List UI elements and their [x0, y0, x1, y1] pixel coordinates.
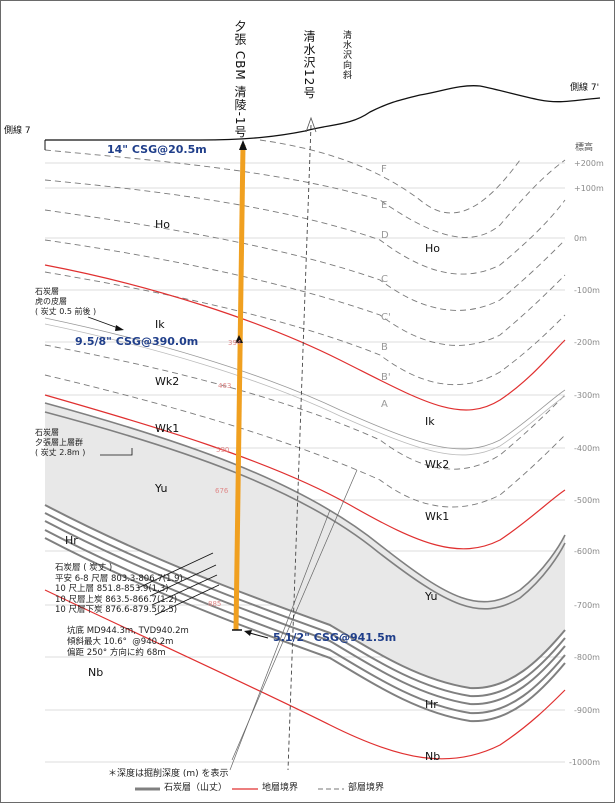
legend-member-label: 部層境界	[348, 783, 385, 793]
syncline-title: 清水沢向斜	[341, 30, 351, 80]
ground-surface	[45, 85, 601, 141]
formation-label-wk1-left: Wk1	[155, 422, 179, 435]
fault-lines	[229, 469, 358, 771]
casing-shoe-2	[235, 335, 243, 343]
ik-thin-line	[44, 317, 566, 450]
key-bed-label: F	[381, 164, 387, 175]
formation-label-yu-right: Yu	[424, 590, 437, 603]
depth-mark: 885	[208, 600, 221, 608]
footnote: ＊深度は掘削深度 (m) を表示	[108, 769, 229, 779]
elevation-tick: 0m	[574, 234, 587, 243]
elevation-tick: -500m	[574, 496, 600, 505]
legend-formation-label: 地層境界	[262, 783, 299, 793]
yubari-upper-note: 石炭層 夕張層上層群 ( 炭丈 2.8m )	[35, 428, 86, 457]
elevation-tick: -700m	[574, 601, 600, 610]
depth-marks: 394 463 590 676 885	[208, 339, 242, 608]
elevation-tick: +100m	[574, 184, 604, 193]
formation-label-ho-right: Ho	[425, 242, 440, 255]
elevation-tick: -100m	[574, 286, 600, 295]
formation-label-wk2-left: Wk2	[155, 375, 179, 388]
casing-label-1: 14" CSG@20.5m	[107, 143, 207, 156]
depth-mark: 463	[218, 382, 231, 390]
legend-coal-label: 石炭層（山丈）	[164, 783, 228, 793]
casing-shoe-1	[239, 140, 247, 150]
formation-label-hr-right: Hr	[425, 698, 438, 711]
well-12-trace	[287, 124, 312, 771]
key-bed-label: C'	[381, 312, 391, 323]
elevation-tick: -900m	[574, 706, 600, 715]
elevation-tick: -600m	[574, 547, 600, 556]
casing-label-3: 5.1/2" CSG@941.5m	[273, 631, 396, 644]
elevation-tick: -300m	[574, 391, 600, 400]
key-bed-label: E	[381, 200, 387, 211]
coal-band-fill	[45, 403, 565, 689]
key-bed-labels: F E D C C' B B' A	[381, 164, 391, 410]
depth-mark: 590	[216, 446, 229, 454]
depth-mark: 676	[215, 487, 229, 495]
seam-arrows	[137, 552, 220, 616]
key-bed-label: D	[381, 230, 389, 241]
bottom-note: 坑底 MD944.3m, TVD940.2m 傾斜最大 10.6° @940.2…	[67, 626, 189, 658]
elevation-tick: -400m	[574, 444, 600, 453]
elevation-tick: +200m	[574, 159, 604, 168]
elevation-tick: -1000m	[569, 758, 600, 767]
tora-arrowhead	[115, 325, 124, 331]
section-right-label: 側線 7'	[570, 81, 599, 93]
formation-label-wk1-right: Wk1	[425, 510, 449, 523]
ik-thin-line-2	[44, 323, 566, 456]
key-bed-label: A	[381, 399, 388, 410]
member-boundaries	[44, 139, 566, 508]
well-12-title: 清水沢12号	[302, 30, 316, 100]
formation-label-ik-left: Ik	[155, 318, 165, 331]
main-well-trace	[233, 144, 246, 631]
formation-label-nb-right: Nb	[425, 750, 440, 763]
casing-labels: 14" CSG@20.5m 9.5/8" CSG@390.0m 5.1/2" C…	[75, 143, 396, 644]
key-bed-label: C	[381, 274, 388, 285]
elevation-tick-labels: +200m +100m 0m -100m -200m -300m -400m -…	[569, 159, 604, 767]
elevation-tick: -800m	[574, 653, 600, 662]
key-bed-label: B'	[381, 372, 391, 383]
depth-mark: 394	[228, 339, 242, 347]
formation-label-nb-left: Nb	[88, 666, 103, 679]
tora-arrow	[87, 316, 119, 329]
casing-label-2: 9.5/8" CSG@390.0m	[75, 335, 198, 348]
tora-seam-note: 石炭層 虎の皮層 ( 炭丈 0.5 前後 )	[35, 287, 97, 316]
formation-label-ho-left: Ho	[155, 218, 170, 231]
formation-boundaries	[44, 264, 566, 760]
section-left-label: 側線 7	[4, 124, 31, 136]
elevation-title: 標高	[575, 141, 593, 153]
formation-label-yu-left: Yu	[154, 482, 167, 495]
key-bed-label: B	[381, 342, 388, 353]
well-12-top-marker	[305, 116, 317, 133]
formation-label-hr-left: Hr	[65, 534, 78, 547]
main-well-title: 夕張 CBM 清陵-1号	[233, 20, 247, 139]
yubari-leader	[100, 448, 133, 456]
csg3-arrowhead	[244, 630, 252, 636]
formation-label-ik-right: Ik	[425, 415, 435, 428]
seam-list-note: 石炭層 ( 炭丈 ) 平安 6-8 尺層 803.3-806.7(1.9) 10…	[55, 563, 183, 615]
elevation-tick: -200m	[574, 338, 600, 347]
formation-label-wk2-right: Wk2	[425, 458, 449, 471]
formation-labels: Ho Ho Ik Ik Wk2 Wk2 Wk1 Wk1 Yu Yu Hr Hr …	[65, 218, 449, 763]
